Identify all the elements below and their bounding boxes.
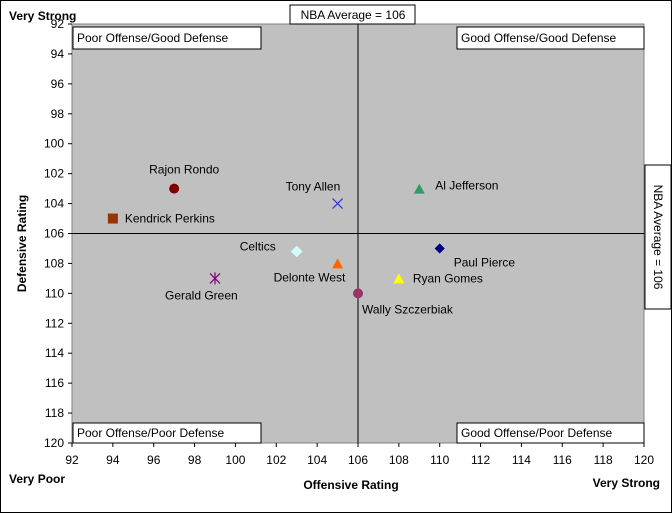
point-tony-allen-stroke: [332, 198, 343, 209]
point-kendrick-perkins: [107, 213, 118, 224]
x-tick-label: 116: [553, 453, 572, 467]
average-label-top: NBA Average = 106: [289, 4, 416, 25]
y-tick-label: 98: [51, 107, 65, 121]
quadrant-top-right: Good Offense/Good Defense: [456, 26, 645, 50]
point-labels: Rajon Rondo Kendrick Perkins Tony Allen Al …: [125, 163, 516, 317]
x-tick-label: 104: [307, 453, 327, 467]
y-tick-label: 112: [45, 316, 64, 330]
x-tick-label: 102: [266, 453, 286, 467]
y-tick-label: 92: [51, 17, 65, 31]
point-ryan-gomes: [393, 273, 405, 284]
point-wally-szczerbiak: [353, 288, 363, 299]
corner-label-top-left: Very Strong: [9, 9, 76, 23]
y-tick-label: 104: [44, 197, 64, 211]
x-tick-label: 98: [188, 453, 202, 467]
corner-label-bottom-left: Very Poor: [9, 472, 65, 486]
label-tony-allen: Tony Allen: [286, 180, 341, 194]
quadrant-bottom-right: Good Offense/Poor Defense: [456, 422, 645, 444]
label-celtics: Celtics: [240, 239, 276, 253]
y-tick-label: 94: [51, 47, 65, 61]
y-tick-label: 102: [44, 167, 64, 181]
y-tick-label: 108: [44, 256, 64, 270]
average-label-right-text: NBA Average = 106: [651, 185, 665, 290]
y-tick-label: 110: [45, 286, 64, 300]
x-tick-label: 112: [471, 453, 490, 467]
quadrant-labels: Poor Offense/Good Defense Good Offense/Go…: [72, 26, 645, 444]
label-kendrick-perkins: Kendrick Perkins: [125, 212, 215, 226]
label-gerald-green: Gerald Green: [165, 288, 238, 302]
y-tick-label: 114: [45, 346, 64, 360]
point-celtics: [290, 245, 303, 258]
y-axis-title: Defensive Rating: [15, 195, 29, 292]
x-tick-label: 114: [512, 453, 531, 467]
point-delonte-west: [332, 258, 344, 269]
corner-label-bottom-right: Very Strong: [593, 476, 660, 490]
x-tick-label: 118: [594, 453, 613, 467]
quadrant-bottom-left: Poor Offense/Poor Defense: [72, 422, 262, 444]
point-al-jefferson: [413, 183, 425, 194]
quadrant-top-left-text: Poor Offense/Good Defense: [77, 31, 229, 45]
y-axis-ticks: 92 94 96 98 100 102 104 106 108 110 112 114 116 118 12…: [44, 17, 72, 450]
label-al-jefferson: Al Jefferson: [435, 179, 498, 193]
y-tick-label: 100: [44, 137, 64, 151]
label-delonte-west: Delonte West: [274, 270, 346, 284]
x-tick-label: 92: [65, 453, 79, 467]
x-tick-label: 100: [225, 453, 245, 467]
quadrant-top-right-box: [456, 26, 645, 50]
label-wally-szczerbiak: Wally Szczerbiak: [362, 302, 454, 316]
x-tick-label: 106: [348, 453, 368, 467]
x-tick-label: 120: [634, 453, 654, 467]
quadrant-top-left-box: [72, 26, 262, 50]
point-tony-allen: [332, 198, 343, 209]
y-tick-label: 116: [45, 376, 64, 390]
quadrant-bottom-right-box: [456, 422, 645, 444]
x-axis-title: Offensive Rating: [303, 478, 398, 492]
quadrant-bottom-left-box: [72, 422, 262, 444]
quadrant-top-right-text: Good Offense/Good Defense: [461, 31, 617, 45]
point-rajon-rondo: [169, 183, 180, 194]
point-paul-pierce: [433, 242, 446, 255]
x-axis-ticks: 92 94 96 98 100 102 104 106 108 110 112 114 116 118 12…: [65, 443, 654, 467]
x-tick-label: 108: [389, 453, 409, 467]
y-tick-label: 118: [45, 406, 64, 420]
quadrant-top-left: Poor Offense/Good Defense: [72, 26, 262, 50]
quadrant-bottom-left-text: Poor Offense/Poor Defense: [77, 426, 225, 440]
label-ryan-gomes: Ryan Gomes: [413, 271, 483, 285]
x-tick-label: 94: [106, 453, 120, 467]
x-tick-label: 110: [430, 453, 449, 467]
average-label-top-text: NBA Average = 106: [301, 8, 406, 22]
label-paul-pierce: Paul Pierce: [454, 255, 516, 269]
y-tick-label: 96: [51, 77, 65, 91]
y-tick-label: 106: [44, 227, 64, 241]
data-points: [107, 183, 446, 299]
average-label-right: NBA Average = 106: [644, 164, 671, 310]
point-gerald-green: [209, 272, 221, 285]
x-tick-label: 96: [147, 453, 161, 467]
quadrant-bottom-right-text: Good Offense/Poor Defense: [461, 426, 613, 440]
reference-lines: [72, 24, 644, 443]
label-rajon-rondo: Rajon Rondo: [149, 163, 219, 177]
y-tick-label: 120: [44, 436, 64, 450]
